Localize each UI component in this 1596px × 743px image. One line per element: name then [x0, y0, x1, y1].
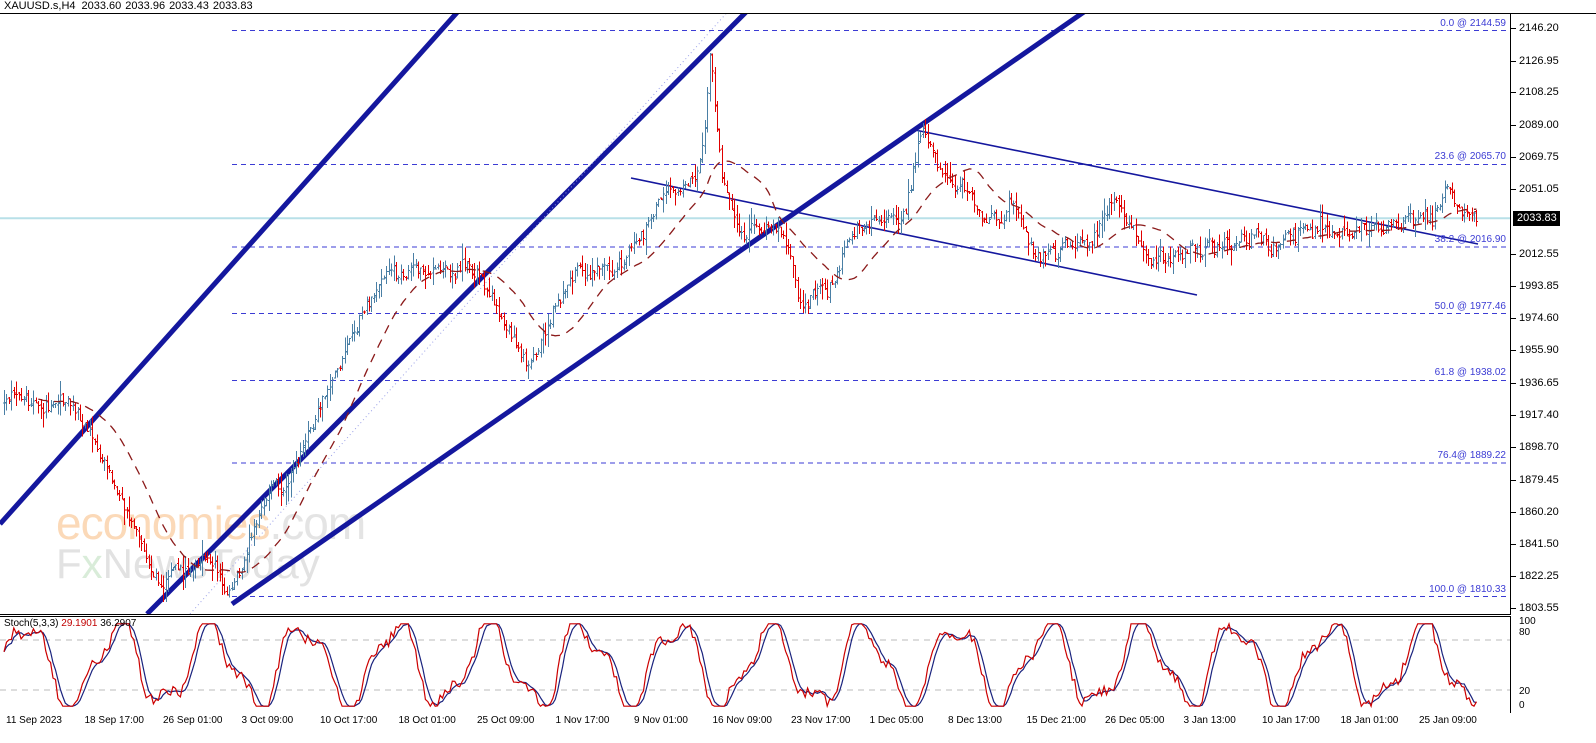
- stochastic-axis-label: 100: [1519, 616, 1536, 627]
- ascending-channel-upper: [145, 14, 748, 614]
- ohlc-low: 2033.43: [169, 0, 209, 12]
- time-axis-label: 23 Nov 17:00: [791, 715, 851, 726]
- price-axis-label: 2069.75: [1519, 151, 1559, 164]
- price-axis-label: 1993.85: [1519, 279, 1559, 292]
- price-axis-label: 2126.95: [1519, 54, 1559, 67]
- ohlc-close: 2033.83: [212, 0, 253, 12]
- time-axis-label: 9 Nov 01:00: [634, 715, 688, 726]
- fibonacci-level-label: 23.6 @ 2065.70: [1434, 151, 1506, 163]
- time-axis-label: 26 Sep 01:00: [163, 715, 223, 726]
- price-axis-tick: [1511, 28, 1516, 29]
- stochastic-k-value: 29.1901: [61, 618, 98, 629]
- channel-median-line: [189, 14, 727, 614]
- fibonacci-level-label: 38.2 @ 2016.90: [1434, 233, 1506, 245]
- time-axis-label: 18 Oct 01:00: [398, 715, 456, 726]
- price-chart-pane[interactable]: economies.com FxNewsToday 0.0 @ 2144.59 2…: [0, 14, 1511, 615]
- price-axis[interactable]: 2146.20 2126.95 2108.25 2089.00 2069.75 2051.…: [1511, 14, 1596, 614]
- fibonacci-level-label: 0.0 @ 2144.59: [1440, 17, 1506, 29]
- fibonacci-level-label: 50.0 @ 1977.46: [1434, 300, 1506, 312]
- time-axis-label: 25 Jan 09:00: [1419, 715, 1477, 726]
- time-axis-label: 18 Sep 17:00: [84, 715, 145, 726]
- price-axis-label: 1974.60: [1519, 312, 1559, 325]
- time-axis-label: 1 Nov 17:00: [555, 715, 610, 726]
- price-chart-svg: [0, 14, 1510, 614]
- time-axis[interactable]: 11 Sep 2023 18 Sep 17:00 26 Sep 01:00 3 Oct…: [0, 713, 1596, 743]
- price-axis-tick: [1511, 382, 1516, 384]
- moving-average-line: [38, 160, 1477, 573]
- stochastic-d-line: [3, 623, 1477, 707]
- time-axis-label: 3 Jan 13:00: [1183, 715, 1236, 726]
- price-axis-label: 2012.55: [1519, 248, 1559, 261]
- fibonacci-level-label: 76.4@ 1889.22: [1437, 449, 1506, 461]
- price-axis-tick: [1511, 512, 1516, 514]
- price-axis-tick: [1511, 576, 1516, 578]
- time-axis-label: 3 Oct 09:00: [241, 715, 294, 726]
- price-axis-tick: [1511, 479, 1516, 481]
- symbol-header: XAUUSD.s,H4 2033.60 2033.96 2033.43 2033.83: [0, 0, 1596, 14]
- price-axis-tick: [1511, 60, 1516, 62]
- price-axis-tick: [1511, 92, 1516, 94]
- time-axis-label: 15 Dec 21:00: [1026, 715, 1087, 726]
- price-axis-label: 1803.55: [1519, 602, 1559, 614]
- price-axis-tick: [1511, 254, 1516, 256]
- price-axis-label: 2108.25: [1519, 86, 1559, 99]
- stochastic-k-line: [3, 621, 1478, 709]
- price-axis-label: 1841.50: [1519, 537, 1559, 550]
- price-axis-tick: [1511, 608, 1516, 609]
- price-axis-tick: [1511, 285, 1516, 287]
- descending-channel-upper: [914, 129, 1479, 245]
- time-axis-label: 10 Oct 17:00: [320, 715, 378, 726]
- stochastic-pane[interactable]: Stoch(5,3,3) 29.1901 36.2907: [0, 616, 1511, 714]
- price-axis-label: 1936.65: [1519, 376, 1559, 389]
- fibonacci-level-label: 61.8 @ 1938.02: [1434, 367, 1506, 379]
- price-axis-tick: [1511, 415, 1516, 417]
- price-bars: [2, 52, 1479, 603]
- current-price-badge: 2033.83: [1513, 211, 1560, 227]
- ohlc-open: 2033.60: [81, 0, 122, 12]
- symbol-name: XAUUSD.s,H4: [4, 0, 76, 12]
- stochastic-axis-label: 20: [1519, 686, 1531, 697]
- ohlc-values: 2033.60 2033.96 2033.43 2033.83: [82, 0, 257, 12]
- price-axis-label: 2051.05: [1519, 183, 1559, 196]
- price-axis-label: 1898.70: [1519, 440, 1559, 453]
- stochastic-d-value: 36.2907: [100, 618, 137, 629]
- time-axis-label: 26 Dec 05:00: [1105, 715, 1165, 726]
- stochastic-axis: 100 80 20 0: [1511, 616, 1596, 712]
- ascending-channel-lower-left: [0, 14, 460, 526]
- price-axis-label: 1955.90: [1519, 344, 1559, 357]
- price-axis-tick: [1511, 350, 1516, 352]
- stochastic-title: Stoch(5,3,3): [4, 618, 59, 629]
- price-axis-label: 1879.45: [1519, 473, 1559, 486]
- stochastic-svg: [0, 621, 1510, 709]
- price-axis-tick: [1511, 189, 1516, 191]
- price-axis-tick: [1511, 446, 1516, 448]
- price-axis-tick: [1511, 543, 1516, 545]
- ascending-channel-lower: [230, 14, 1086, 607]
- price-axis-label: 2146.20: [1519, 22, 1559, 34]
- time-axis-label: 11 Sep 2023: [6, 715, 62, 726]
- price-axis-label: 1917.40: [1519, 409, 1559, 422]
- price-axis-tick: [1511, 124, 1516, 126]
- ohlc-high: 2033.96: [125, 0, 166, 12]
- time-axis-label: 16 Nov 09:00: [712, 715, 773, 726]
- time-axis-label: 1 Dec 05:00: [869, 715, 924, 726]
- fibonacci-level-label: 100.0 @ 1810.33: [1429, 583, 1506, 595]
- price-axis-tick: [1511, 318, 1516, 320]
- time-axis-label: 25 Oct 09:00: [477, 715, 535, 726]
- price-axis-label: 1860.20: [1519, 506, 1559, 519]
- stochastic-label: Stoch(5,3,3) 29.1901 36.2907: [4, 618, 136, 629]
- stochastic-axis-label: 0: [1519, 700, 1525, 711]
- stochastic-axis-label: 80: [1519, 627, 1531, 638]
- descending-channel-lower: [630, 177, 1198, 296]
- price-axis-label: 1822.25: [1519, 570, 1559, 583]
- time-axis-label: 18 Jan 01:00: [1340, 715, 1399, 726]
- time-axis-label: 10 Jan 17:00: [1262, 715, 1320, 726]
- price-axis-label: 2089.00: [1519, 118, 1559, 131]
- price-axis-tick: [1511, 157, 1516, 159]
- time-axis-label: 8 Dec 13:00: [948, 715, 1002, 726]
